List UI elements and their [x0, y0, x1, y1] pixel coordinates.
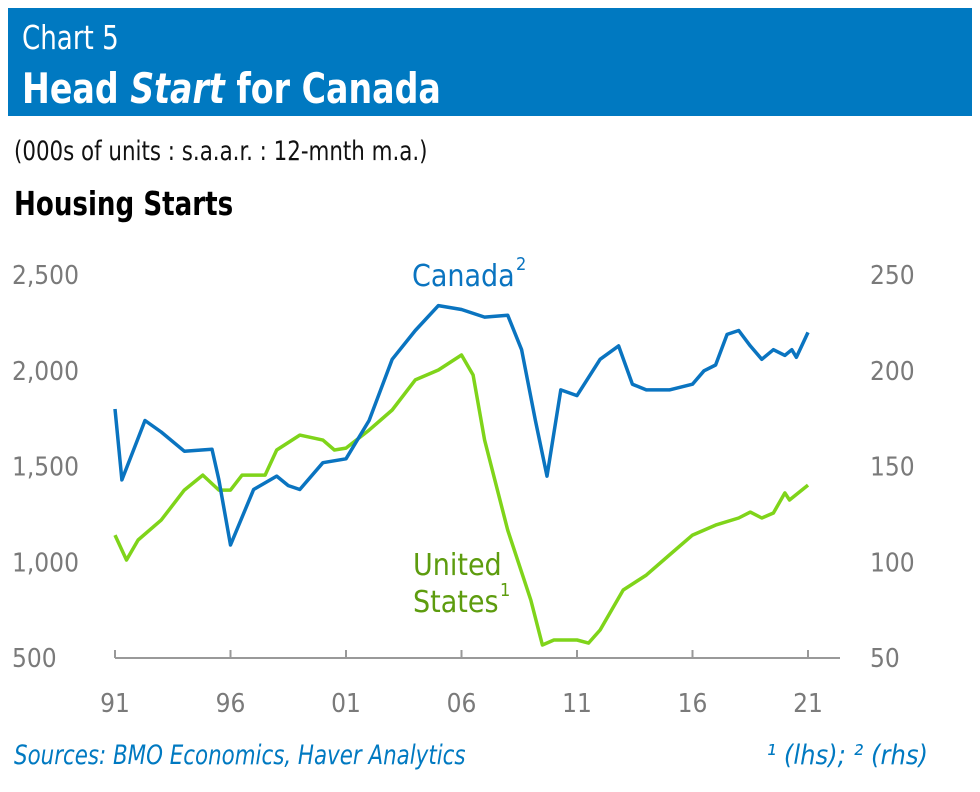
- us-label-line2: States: [413, 585, 499, 620]
- x-tick-label: 01: [331, 689, 361, 719]
- right-tick-label: 200: [870, 357, 915, 387]
- right-tick-label: 150: [870, 453, 915, 483]
- x-tick-label: 91: [100, 689, 130, 719]
- right-tick-label: 100: [870, 548, 915, 578]
- right-tick-label: 250: [870, 261, 915, 291]
- left-tick-label: 1,000: [12, 548, 79, 578]
- chart-subtitle: Housing Starts: [14, 184, 234, 223]
- left-tick-label: 500: [12, 644, 57, 674]
- left-tick-label: 1,500: [12, 453, 79, 483]
- x-tick-label: 16: [678, 689, 708, 719]
- title-italic: Start: [130, 64, 225, 113]
- us-superscript: 1: [500, 580, 510, 601]
- title-part: for Canada: [224, 64, 441, 113]
- chart-number: Chart 5: [22, 18, 119, 57]
- title-banner: Chart 5 Head Start for Canada: [8, 8, 972, 116]
- series-line-united-states: [113, 353, 810, 647]
- title-part: Head: [22, 64, 131, 113]
- us-label-line1: United: [413, 548, 502, 583]
- canada-superscript: 2: [516, 254, 526, 275]
- x-tick-label: 11: [562, 689, 592, 719]
- canada-label: Canada: [412, 259, 515, 294]
- axis-note: ¹ (lhs); ² (rhs): [766, 740, 928, 771]
- units-note: (000s of units : s.a.a.r. : 12-mnth m.a.…: [14, 136, 428, 167]
- left-tick-label: 2,000: [12, 357, 79, 387]
- chart-title: Head Start for Canada: [22, 64, 441, 113]
- x-tick-label: 06: [447, 689, 477, 719]
- x-tick-label: 96: [216, 689, 246, 719]
- left-tick-label: 2,500: [12, 261, 79, 291]
- x-tick-label: 21: [793, 689, 823, 719]
- series-line-canada: [113, 303, 810, 547]
- sources: Sources: BMO Economics, Haver Analytics: [14, 740, 466, 771]
- right-tick-label: 50: [870, 644, 900, 674]
